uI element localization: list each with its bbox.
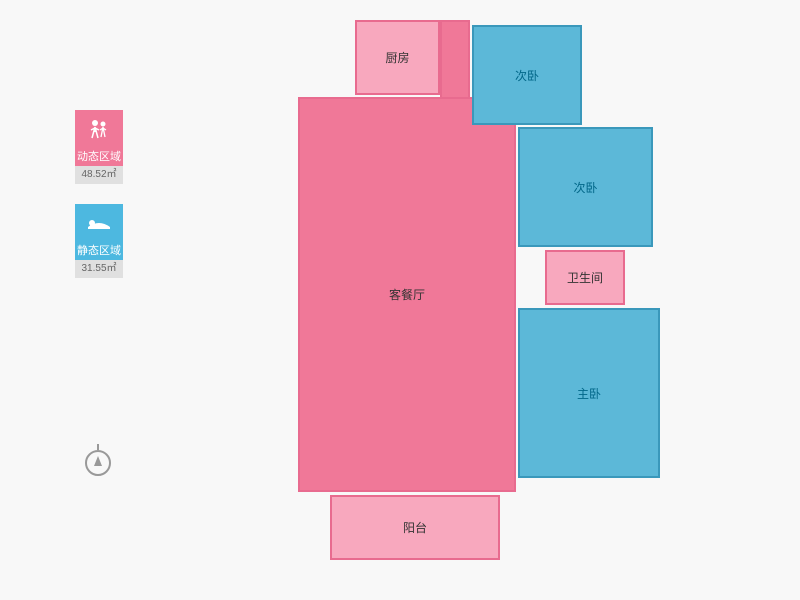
legend-panel: 动态区域 48.52㎡ 静态区域 31.55㎡ <box>75 110 123 298</box>
legend-dynamic: 动态区域 48.52㎡ <box>75 110 123 184</box>
room-bedroom-small-1: 次卧 <box>472 25 582 125</box>
room-balcony-label: 阳台 <box>403 519 427 536</box>
room-living-topext <box>440 20 470 97</box>
room-bed2-label: 次卧 <box>573 179 597 196</box>
room-master-label: 主卧 <box>577 385 601 402</box>
room-master-bedroom: 主卧 <box>518 308 660 478</box>
legend-static-value: 31.55㎡ <box>75 260 123 278</box>
room-kitchen-label: 厨房 <box>385 49 409 66</box>
dynamic-people-icon <box>75 110 123 148</box>
legend-static: 静态区域 31.55㎡ <box>75 204 123 278</box>
room-bedroom-small-2: 次卧 <box>518 127 653 247</box>
legend-static-label: 静态区域 <box>75 242 123 260</box>
room-bath-label: 卫生间 <box>567 269 603 286</box>
legend-dynamic-value: 48.52㎡ <box>75 166 123 184</box>
room-kitchen: 厨房 <box>355 20 440 95</box>
room-bed1-label: 次卧 <box>515 67 539 84</box>
static-sleep-icon <box>75 204 123 242</box>
compass-icon <box>85 450 115 480</box>
legend-dynamic-label: 动态区域 <box>75 148 123 166</box>
room-living-dining: 客餐厅 <box>298 97 516 492</box>
floorplan: 客餐厅 厨房 次卧 次卧 卫生间 主卧 阳台 <box>290 20 710 575</box>
room-living-label: 客餐厅 <box>389 286 425 303</box>
room-balcony: 阳台 <box>330 495 500 560</box>
room-bathroom: 卫生间 <box>545 250 625 305</box>
